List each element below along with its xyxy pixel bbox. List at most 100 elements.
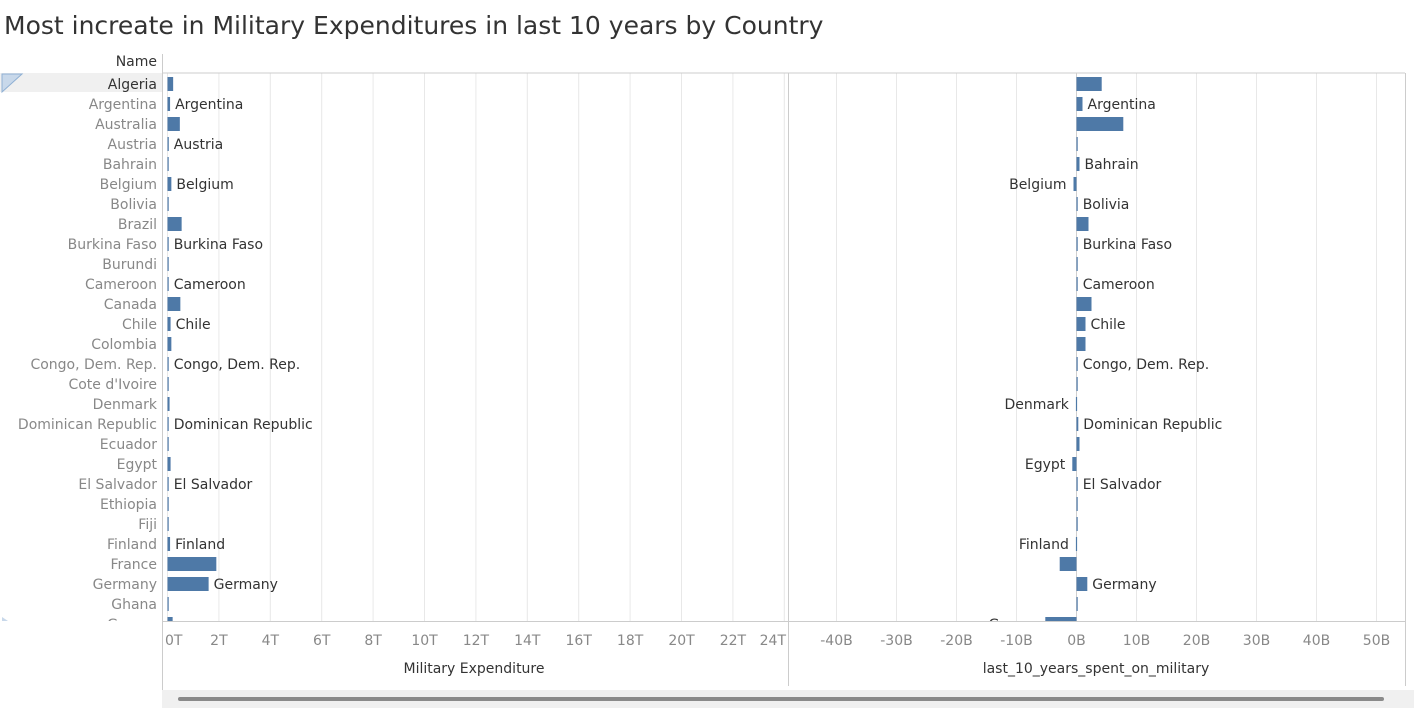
bar[interactable] [1076, 597, 1078, 611]
bar[interactable] [1076, 157, 1080, 171]
row-label[interactable]: Belgium [100, 177, 157, 193]
row-label[interactable]: Australia [95, 117, 157, 133]
bar[interactable] [1076, 117, 1124, 131]
row-label[interactable]: Denmark [93, 397, 158, 413]
bar[interactable] [167, 517, 169, 531]
bar[interactable] [167, 97, 171, 111]
bar[interactable] [1075, 537, 1078, 551]
bar[interactable] [1059, 557, 1077, 571]
bar[interactable] [167, 357, 169, 371]
row-label[interactable]: Cote d'Ivoire [68, 377, 157, 393]
bar[interactable] [1076, 197, 1078, 211]
bar[interactable] [1076, 377, 1078, 391]
bar[interactable] [167, 337, 172, 351]
bar[interactable] [167, 557, 217, 571]
bar[interactable] [1076, 237, 1078, 251]
bar[interactable] [167, 497, 169, 511]
row-label[interactable]: Canada [104, 297, 157, 313]
row-label[interactable]: France [110, 557, 157, 573]
bar[interactable] [1076, 217, 1089, 231]
tick-label: -30B [880, 633, 912, 649]
bar[interactable] [1045, 617, 1077, 631]
row-label[interactable]: Greece [107, 617, 157, 633]
bar[interactable] [1076, 277, 1078, 291]
row-label[interactable]: Algeria [108, 77, 157, 93]
bar-label: Germany [1092, 577, 1156, 593]
row-label[interactable]: Argentina [89, 97, 157, 113]
row-label[interactable]: El Salvador [78, 477, 157, 493]
bar[interactable] [167, 177, 172, 191]
bar[interactable] [167, 577, 209, 591]
bar[interactable] [1072, 457, 1077, 471]
bar[interactable] [1076, 337, 1086, 351]
row-label[interactable]: Bahrain [103, 157, 157, 173]
row-label[interactable]: Cameroon [85, 277, 157, 293]
row-label[interactable]: Burundi [102, 257, 157, 273]
bar-label: Cameroon [1083, 277, 1155, 293]
bar[interactable] [1076, 517, 1078, 531]
row-label[interactable]: Burkina Faso [68, 237, 157, 253]
bar[interactable] [1076, 437, 1080, 451]
bar[interactable] [167, 157, 169, 171]
bar[interactable] [167, 237, 169, 251]
row-label[interactable]: Congo, Dem. Rep. [30, 357, 157, 373]
row-label[interactable]: Egypt [117, 457, 158, 473]
bar[interactable] [1076, 297, 1092, 311]
bar[interactable] [1076, 97, 1083, 111]
scrollbar-thumb[interactable] [178, 697, 1384, 701]
row-label[interactable]: Colombia [91, 337, 157, 353]
row-label[interactable]: Brazil [118, 217, 157, 233]
row-label[interactable]: Bolivia [110, 197, 157, 213]
bar[interactable] [1075, 397, 1078, 411]
bar[interactable] [167, 317, 171, 331]
bar[interactable] [167, 197, 169, 211]
bar[interactable] [1076, 577, 1088, 591]
bar[interactable] [1076, 257, 1078, 271]
bar[interactable] [167, 477, 169, 491]
x-axis-title-military-expenditure[interactable]: Military Expenditure [403, 661, 544, 677]
bar[interactable] [167, 217, 182, 231]
row-label[interactable]: Finland [107, 537, 157, 553]
bar[interactable] [167, 377, 169, 391]
tick-label: 0T [165, 633, 183, 649]
bar-label: Dominican Republic [1083, 417, 1222, 433]
bar[interactable] [167, 457, 171, 471]
bar-label: Burkina Faso [1083, 237, 1172, 253]
bar[interactable] [167, 117, 180, 131]
bar-label: Burkina Faso [174, 237, 263, 253]
x-axis-title-last-10-years[interactable]: last_10_years_spent_on_military [983, 661, 1210, 677]
bar[interactable] [1076, 77, 1102, 91]
bar[interactable] [167, 537, 171, 551]
row-label[interactable]: Dominican Republic [18, 417, 157, 433]
bar[interactable] [167, 617, 173, 631]
tick-label: -10B [1000, 633, 1032, 649]
bar[interactable] [167, 437, 169, 451]
bar[interactable] [167, 417, 169, 431]
bar[interactable] [167, 277, 169, 291]
row-label[interactable]: Austria [108, 137, 157, 153]
bar[interactable] [167, 297, 181, 311]
row-label[interactable]: Ghana [111, 597, 157, 613]
bar-label: Finland [1019, 537, 1069, 553]
bar-label: Bahrain [1085, 157, 1139, 173]
bar[interactable] [1076, 417, 1079, 431]
bar[interactable] [167, 397, 170, 411]
bar-label: El Salvador [1083, 477, 1162, 493]
bar[interactable] [167, 597, 169, 611]
bar[interactable] [1076, 317, 1086, 331]
row-header-name[interactable]: Name [115, 54, 157, 70]
bar[interactable] [1076, 477, 1078, 491]
bar[interactable] [167, 137, 169, 151]
row-label[interactable]: Ethiopia [100, 497, 157, 513]
row-label[interactable]: Chile [122, 317, 157, 333]
bar[interactable] [167, 77, 174, 91]
row-label[interactable]: Ecuador [100, 437, 157, 453]
bar[interactable] [1076, 137, 1078, 151]
tick-label: 40B [1303, 633, 1330, 649]
bar[interactable] [167, 257, 169, 271]
bar[interactable] [1076, 497, 1078, 511]
bar[interactable] [1076, 357, 1078, 371]
bar[interactable] [1073, 177, 1077, 191]
row-label[interactable]: Germany [93, 577, 157, 593]
row-label[interactable]: Fiji [138, 517, 157, 533]
